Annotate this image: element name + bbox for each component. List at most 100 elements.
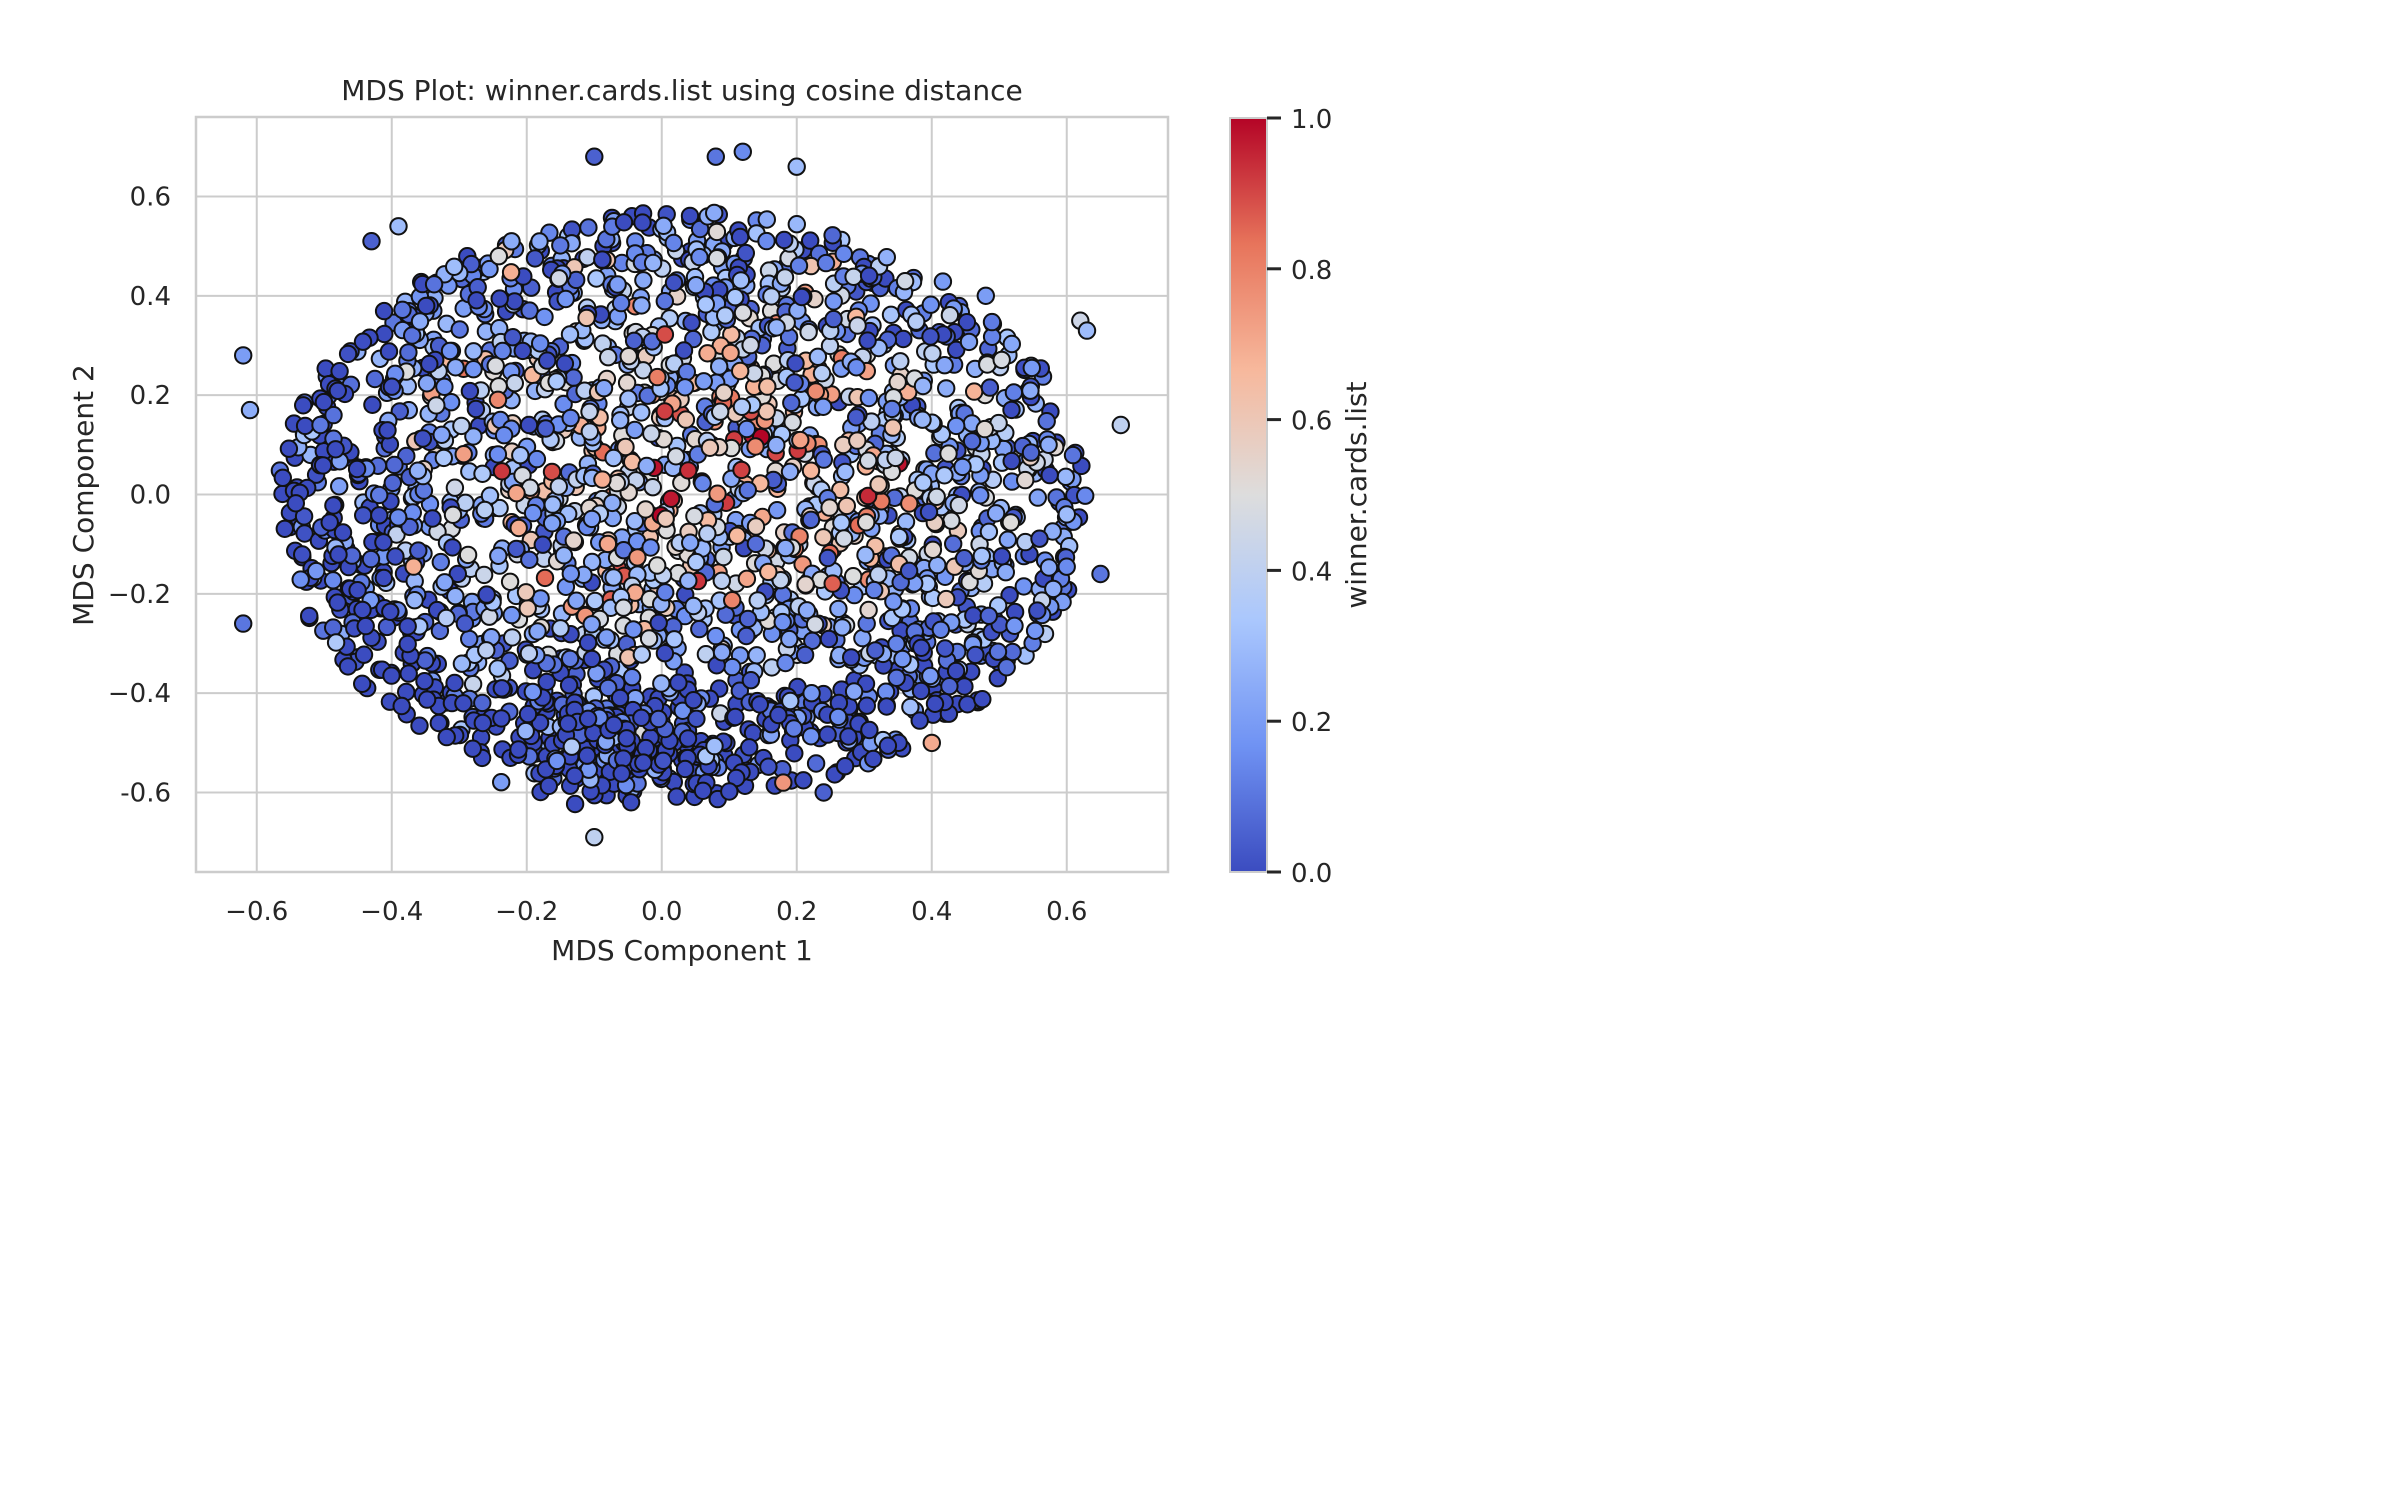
scatter-point (935, 356, 954, 375)
scatter-point (442, 393, 461, 412)
scatter-point (773, 612, 792, 632)
scatter-point (533, 535, 552, 554)
scatter-point (413, 429, 433, 448)
scatter-point (464, 360, 483, 379)
scatter-point (464, 427, 483, 446)
scatter-point (690, 247, 709, 267)
scatter-point (706, 147, 725, 166)
scatter-point (776, 538, 795, 558)
scatter-point (787, 215, 806, 234)
scatter-point (832, 513, 851, 532)
scatter-point (835, 757, 855, 776)
scatter-point (666, 447, 686, 466)
scatter-point (240, 400, 260, 420)
scatter-point (823, 226, 842, 245)
scatter-point (782, 393, 801, 413)
scatter-point (353, 600, 372, 620)
scatter-point (417, 374, 437, 393)
scatter-point (410, 312, 430, 331)
scatter-point (912, 638, 931, 657)
scatter-point (829, 599, 848, 619)
scatter-point (585, 591, 605, 611)
scatter-point (374, 301, 394, 321)
scatter-point (420, 354, 439, 374)
scatter-point (881, 305, 901, 324)
chart: MDS Plot: winner.cards.list using cosine… (0, 0, 1543, 973)
scatter-point (669, 673, 688, 692)
scatter-point (437, 727, 456, 747)
scatter-point (473, 464, 492, 483)
scatter-point (665, 354, 684, 373)
scatter-point (972, 546, 991, 566)
scatter-point (559, 676, 579, 695)
scatter-point (1039, 435, 1058, 454)
scatter-point (814, 397, 833, 416)
scatter-point (492, 773, 511, 792)
scatter-point (527, 449, 547, 469)
scatter-point (962, 432, 982, 451)
scatter-point (921, 327, 940, 346)
scatter-point (706, 626, 725, 646)
scatter-point (839, 727, 858, 746)
scatter-point (698, 344, 717, 363)
scatter-point (786, 354, 805, 373)
scatter-point (864, 749, 883, 769)
scatter-point (356, 616, 375, 636)
scatter-point (386, 547, 405, 566)
scatter-point (454, 445, 473, 464)
scatter-point (818, 725, 837, 744)
scatter-point (1040, 465, 1059, 485)
scatter-point (976, 286, 995, 305)
scatter-point (464, 342, 483, 361)
scatter-point (353, 674, 372, 693)
scatter-point (480, 259, 499, 279)
scatter-point (664, 233, 683, 253)
scatter-point (434, 448, 453, 468)
scatter-point (326, 633, 346, 652)
scatter-point (652, 674, 671, 693)
scatter-point (965, 382, 984, 401)
scatter-point (330, 362, 349, 381)
scatter-point (1002, 400, 1021, 420)
scatter-point (585, 147, 604, 166)
scatter-point (741, 335, 760, 355)
scatter-point (784, 719, 804, 738)
scatter-point (320, 513, 339, 532)
scatter-point (614, 598, 633, 617)
scatter-point (507, 539, 526, 559)
scatter-point (757, 210, 776, 229)
scatter-point (486, 356, 505, 375)
scatter-point (741, 671, 761, 690)
scatter-point (1015, 470, 1035, 490)
scatter-point (561, 408, 580, 428)
scatter-point (847, 358, 866, 377)
scatter-point (488, 390, 508, 409)
scatter-point (597, 628, 616, 647)
scatter-point (489, 247, 508, 266)
scatter-point (680, 206, 700, 226)
scatter-point (865, 580, 884, 600)
scatter-point (338, 657, 358, 676)
scatter-point (328, 381, 347, 400)
scatter-point (551, 619, 570, 638)
scatter-point (899, 561, 919, 580)
scatter-point (489, 546, 508, 565)
scatter-point (844, 267, 863, 286)
scatter-point (860, 720, 879, 740)
scatter-point (641, 538, 660, 557)
scatter-point (622, 668, 642, 687)
scatter-point (844, 567, 863, 586)
scatter-point (907, 312, 926, 331)
scatter-point (424, 275, 444, 294)
scatter-point (505, 374, 524, 393)
scatter-point (801, 727, 821, 746)
scatter-point (324, 618, 343, 637)
scatter-point (824, 309, 843, 329)
scatter-point (877, 697, 896, 716)
scatter-point (577, 746, 597, 765)
scatter-point (642, 424, 661, 443)
scatter-point (509, 518, 528, 538)
scatter-point (848, 316, 867, 335)
scatter-point (720, 782, 739, 801)
scatter-point (858, 331, 877, 350)
